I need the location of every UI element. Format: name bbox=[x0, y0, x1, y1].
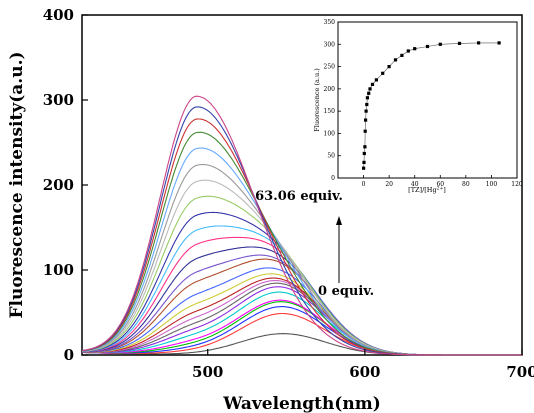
y-axis-label: Fluorescence intensity(a.u.) bbox=[7, 51, 27, 318]
annotation-top-equiv: 63.06 equiv. bbox=[255, 189, 343, 204]
inset-data-point bbox=[413, 47, 417, 51]
inset-data-point bbox=[400, 53, 404, 57]
inset-data-point bbox=[362, 160, 366, 164]
inset-x-tick-label: 60 bbox=[436, 181, 444, 188]
inset-data-point bbox=[363, 145, 367, 149]
inset-y-tick-label: 150 bbox=[324, 108, 336, 115]
inset-data-point bbox=[477, 41, 481, 45]
inset-x-tick-label: 20 bbox=[385, 181, 393, 188]
inset-data-point bbox=[425, 44, 430, 49]
annotation-bottom-equiv: 0 equiv. bbox=[318, 284, 374, 299]
inset-x-tick-label: 80 bbox=[462, 181, 470, 188]
inset-y-tick-label: 300 bbox=[324, 41, 336, 48]
inset-data-point bbox=[387, 65, 391, 69]
inset-y-tick-label: 0 bbox=[331, 175, 335, 182]
y-tick-label: 200 bbox=[43, 176, 74, 194]
increase-arrow-icon bbox=[336, 216, 342, 283]
inset-plot: 0 20 40 60 80 100 120 0 50 100 150 200 250 300 350 Flu… bbox=[313, 19, 523, 194]
inset-x-axis-label: [TZ]/[Hg2+] bbox=[408, 186, 446, 195]
spectrum-series-8 bbox=[82, 282, 522, 356]
inset-data-point bbox=[365, 102, 369, 107]
inset-data-point bbox=[497, 41, 501, 45]
x-tick-label: 500 bbox=[192, 363, 223, 381]
inset-data-point bbox=[393, 58, 398, 62]
inset-data-point bbox=[364, 118, 368, 122]
inset-x-tick-label: 40 bbox=[411, 181, 419, 188]
x-axis-label: Wavelength(nm) bbox=[222, 394, 381, 413]
inset-data-point bbox=[457, 41, 462, 45]
y-tick-label: 0 bbox=[64, 346, 74, 364]
y-tick-label: 100 bbox=[43, 261, 74, 279]
main-series-group bbox=[81, 95, 522, 356]
inset-data-point bbox=[364, 109, 368, 113]
inset-data-point bbox=[362, 151, 366, 156]
inset-ticks: 0 20 40 60 80 100 120 0 50 100 150 200 250 300 350 bbox=[324, 19, 523, 188]
spectrum-series-7 bbox=[82, 286, 522, 356]
inset-data-point bbox=[438, 42, 442, 46]
spectrum-series-2 bbox=[81, 312, 522, 356]
inset-data-point bbox=[381, 71, 385, 75]
inset-data-point bbox=[368, 87, 372, 91]
inset-y-tick-label: 100 bbox=[324, 130, 336, 137]
inset-data-point bbox=[406, 49, 410, 53]
inset-data-point bbox=[362, 166, 366, 170]
spectrum-series-20 bbox=[81, 179, 522, 356]
inset-data-point bbox=[370, 82, 375, 86]
inset-x-tick-label: 100 bbox=[486, 181, 498, 188]
x-tick-label: 700 bbox=[506, 363, 534, 381]
inset-y-tick-label: 250 bbox=[324, 64, 336, 71]
inset-x-tick-label: 0 bbox=[362, 181, 366, 188]
inset-x-tick-label: 120 bbox=[511, 181, 523, 188]
y-tick-label: 300 bbox=[43, 91, 74, 109]
inset-data-point bbox=[367, 91, 371, 95]
inset-data-point bbox=[363, 129, 367, 133]
inset-y-tick-label: 200 bbox=[324, 86, 336, 93]
spectrum-series-4 bbox=[81, 301, 522, 356]
x-tick-label: 600 bbox=[349, 363, 380, 381]
inset-y-tick-label: 350 bbox=[324, 19, 336, 26]
inset-titration-line bbox=[363, 42, 500, 169]
inset-y-axis-label: Fluorescence (a.u.) bbox=[313, 68, 321, 132]
inset-data-point bbox=[365, 96, 369, 100]
y-tick-label: 400 bbox=[43, 6, 74, 24]
inset-series-group bbox=[362, 41, 501, 170]
inset-y-tick-label: 50 bbox=[327, 153, 335, 160]
spectrum-series-26 bbox=[81, 95, 522, 356]
inset-data-point bbox=[374, 78, 378, 82]
